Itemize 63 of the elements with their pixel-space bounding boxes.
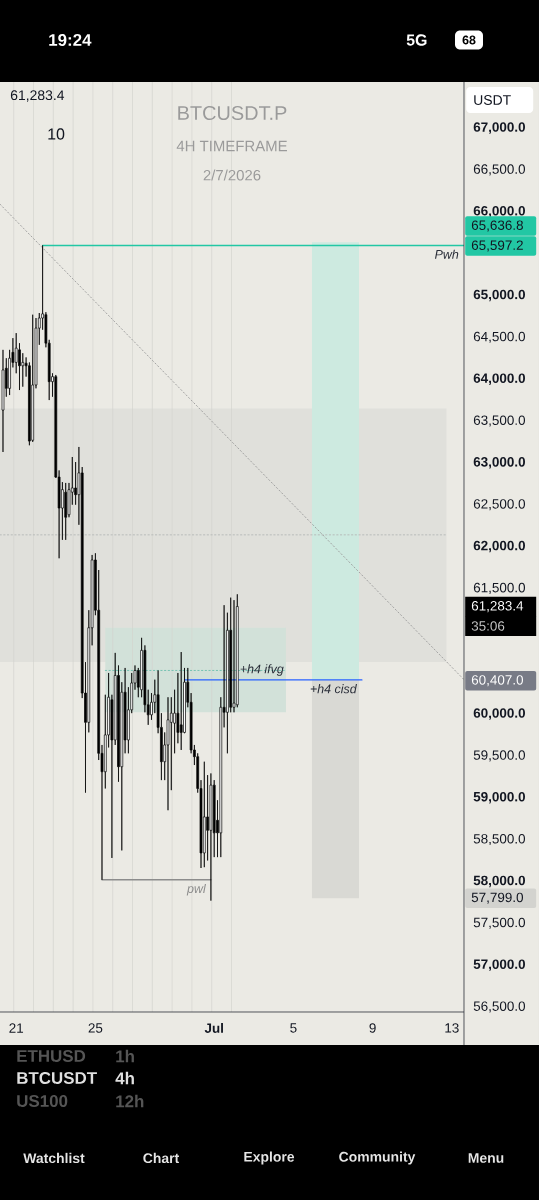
x-tick-label: 5 [290,1023,297,1033]
series-label: +h4 ifvg [240,664,284,676]
candlestick [179,651,183,751]
annotation: 61,283.4 [10,90,65,102]
text: Menu [468,1153,504,1163]
y-tick-label: 57,500.0 [473,917,526,929]
y-tick-label: 62,000.0 [473,540,526,553]
x-tick-label: 9 [369,1023,376,1033]
text: 35:06 [471,621,505,631]
text: Community [339,1151,416,1165]
y-tick-label: 58,000.0 [473,875,526,888]
x-tick-label: Jul [204,1023,223,1033]
series-label: pwl [186,883,206,896]
text: BTCUSDT.P [178,105,287,121]
series-label: Pwh [434,249,459,259]
y-tick-label: 65,000.0 [473,289,526,302]
x-tick-label: 25 [88,1023,103,1033]
text: 4h [115,1071,134,1085]
candlestick [31,314,35,443]
candlestick [64,482,68,541]
y-tick-label: 57,000.0 [473,959,526,971]
text: Chart [143,1152,180,1164]
candlestick [202,761,206,868]
candlestick [209,773,213,901]
text: 61,283.4 [471,601,524,613]
y-tick-label: 66,500.0 [473,164,526,176]
y-tick-label: 62,500.0 [473,499,526,511]
y-tick-label: 63,000.0 [473,457,526,469]
y-tick-label: 61,500.0 [473,582,526,594]
annotation: 2/7/2026 [203,169,261,181]
text: 65,636.8 [471,220,523,232]
series-label: +h4 cisd [310,684,357,694]
text: 5G [406,34,427,46]
candlestick [1,349,5,453]
text: 4H TIMEFRAME [176,140,287,152]
y-tick-label: 56,500.0 [473,1001,526,1013]
y-tick-label: 64,000.0 [473,373,526,385]
text: 68 [462,35,476,45]
y-tick-label: 63,500.0 [473,415,526,427]
text: 1h [116,1049,134,1063]
annotation: 10 [48,128,65,140]
text: Watchlist [23,1152,85,1164]
y-tick-label: 66,000.0 [473,206,526,218]
text: USDT [474,95,511,105]
text: 12h [116,1094,144,1108]
text: US100 [17,1094,68,1107]
y-tick-label: 60,000.0 [473,708,526,720]
text: 57,799.0 [471,892,524,904]
y-tick-label: 59,500.0 [473,750,526,762]
x-tick-label: 21 [9,1023,24,1033]
text: ETHUSD [17,1049,86,1062]
text: Explore [244,1151,295,1165]
text: 19:24 [49,34,92,46]
y-tick-label: 59,000.0 [473,791,526,804]
y-tick-label: 64,500.0 [473,331,526,343]
text: 60,407.0 [471,675,524,687]
candlestick [166,696,170,811]
text: 65,597.2 [471,240,523,252]
y-tick-label: 58,500.0 [473,833,526,846]
x-tick-label: 13 [445,1023,459,1033]
candlestick [235,593,239,708]
y-tick-label: 67,000.0 [473,122,526,134]
text: BTCUSDT [17,1071,97,1084]
